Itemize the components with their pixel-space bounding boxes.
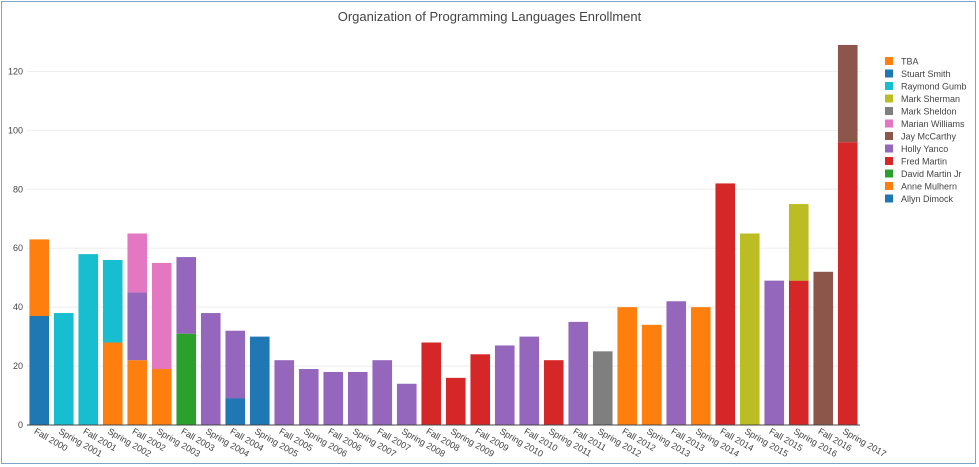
legend-label: Stuart Smith: [901, 69, 951, 79]
bar-segment-jay-mccarthy[interactable]: [813, 271, 834, 425]
bar-segment-raymond-gumb[interactable]: [78, 254, 99, 425]
legend-item[interactable]: Marian Williams: [885, 119, 965, 129]
bar-segment-anne-mulhern[interactable]: [29, 239, 50, 316]
bar-segment-holly-yanco[interactable]: [764, 280, 785, 425]
bar-segment-holly-yanco[interactable]: [347, 371, 368, 425]
bar-segment-tba[interactable]: [641, 324, 662, 425]
legend-item[interactable]: Jay McCarthy: [885, 132, 957, 142]
legend-item[interactable]: David Martin Jr: [885, 169, 962, 179]
y-axis: 0 20 40 60 80 100 120: [8, 66, 860, 430]
bar-segment-fred-martin[interactable]: [470, 354, 491, 425]
bar-segment-fred-martin[interactable]: [837, 142, 858, 425]
bar-segment-fred-martin[interactable]: [788, 280, 809, 425]
legend-swatch: [885, 194, 893, 203]
bar-segment-anne-mulhern[interactable]: [151, 369, 172, 425]
legend-label: Allyn Dimock: [901, 194, 954, 204]
y-tick-label: 120: [8, 66, 23, 76]
bar-segment-holly-yanco[interactable]: [127, 292, 148, 361]
legend[interactable]: TBA Stuart Smith Raymond Gumb Mark Sherman M…: [885, 57, 967, 205]
legend-swatch: [885, 69, 893, 78]
bar-segment-holly-yanco[interactable]: [274, 360, 295, 425]
bar-segment-holly-yanco[interactable]: [666, 301, 687, 425]
legend-item[interactable]: Mark Sherman: [885, 94, 960, 104]
legend-label: Anne Mulhern: [901, 182, 957, 192]
legend-label: David Martin Jr: [901, 169, 962, 179]
legend-label: Marian Williams: [901, 119, 965, 129]
legend-swatch: [885, 169, 893, 178]
legend-item[interactable]: TBA: [885, 57, 919, 67]
y-tick-label: 40: [13, 302, 23, 312]
y-tick-label: 20: [13, 361, 23, 371]
bar-segment-holly-yanco[interactable]: [323, 371, 344, 425]
y-tick-label: 60: [13, 243, 23, 253]
legend-label: Jay McCarthy: [901, 132, 957, 142]
y-tick-label: 80: [13, 184, 23, 194]
legend-label: Raymond Gumb: [901, 82, 967, 92]
bar-segment-raymond-gumb[interactable]: [102, 260, 123, 343]
bar-segment-mark-sherman[interactable]: [788, 204, 809, 281]
legend-swatch: [885, 182, 893, 190]
bar-segment-david-martin-jr[interactable]: [176, 333, 197, 425]
legend-swatch: [885, 82, 893, 90]
y-tick-label: 100: [8, 125, 23, 135]
bar-segment-anne-mulhern[interactable]: [127, 360, 148, 425]
y-tick-label: 0: [18, 420, 23, 430]
legend-item[interactable]: Mark Sheldon: [885, 107, 957, 117]
bar-segment-fred-martin[interactable]: [715, 183, 736, 425]
legend-label: Fred Martin: [901, 157, 947, 167]
bar-segment-holly-yanco[interactable]: [396, 383, 417, 425]
bar-segment-fred-martin[interactable]: [421, 342, 442, 425]
bar-segment-fred-martin[interactable]: [445, 377, 466, 425]
bar-segment-holly-yanco[interactable]: [176, 257, 197, 334]
bar-segment-marian-williams[interactable]: [151, 262, 172, 370]
legend-item[interactable]: Raymond Gumb: [885, 82, 967, 92]
bars: [29, 44, 858, 426]
legend-swatch: [885, 132, 893, 140]
legend-swatch: [885, 94, 893, 103]
legend-item[interactable]: Anne Mulhern: [885, 182, 957, 192]
bar-segment-holly-yanco[interactable]: [494, 345, 515, 425]
bar-segment-fred-martin[interactable]: [543, 360, 564, 425]
legend-label: Mark Sheldon: [901, 107, 957, 117]
legend-item[interactable]: Fred Martin: [885, 157, 947, 167]
bar-segment-jay-mccarthy[interactable]: [837, 44, 858, 143]
legend-item[interactable]: Holly Yanco: [885, 144, 948, 154]
bar-segment-holly-yanco[interactable]: [225, 330, 246, 399]
bar-segment-holly-yanco[interactable]: [568, 321, 589, 425]
bar-segment-raymond-gumb[interactable]: [53, 313, 74, 425]
bar-segment-tba[interactable]: [690, 307, 711, 425]
bar-segment-mark-sheldon[interactable]: [592, 351, 613, 425]
bar-segment-allyn-dimock[interactable]: [29, 315, 50, 425]
bar-segment-mark-sherman[interactable]: [739, 233, 760, 426]
bar-segment-anne-mulhern[interactable]: [102, 342, 123, 425]
legend-label: TBA: [901, 57, 919, 67]
bar-segment-holly-yanco[interactable]: [298, 369, 319, 425]
legend-item[interactable]: Stuart Smith: [885, 69, 951, 79]
legend-swatch: [885, 144, 893, 153]
bar-segment-holly-yanco[interactable]: [519, 336, 540, 425]
legend-item[interactable]: Allyn Dimock: [885, 194, 954, 204]
bar-segment-holly-yanco[interactable]: [372, 360, 393, 425]
chart-title: Organization of Programming Languages En…: [337, 9, 642, 24]
bar-segment-tba[interactable]: [617, 307, 638, 425]
bar-segment-allyn-dimock[interactable]: [225, 398, 246, 425]
bar-segment-marian-williams[interactable]: [127, 233, 148, 293]
legend-label: Holly Yanco: [901, 144, 948, 154]
legend-label: Mark Sherman: [901, 94, 960, 104]
legend-swatch: [885, 119, 893, 128]
bar-segment-holly-yanco[interactable]: [200, 313, 221, 425]
bar-segment-allyn-dimock[interactable]: [249, 336, 270, 425]
legend-swatch: [885, 107, 893, 115]
legend-swatch: [885, 57, 893, 65]
legend-swatch: [885, 157, 893, 165]
